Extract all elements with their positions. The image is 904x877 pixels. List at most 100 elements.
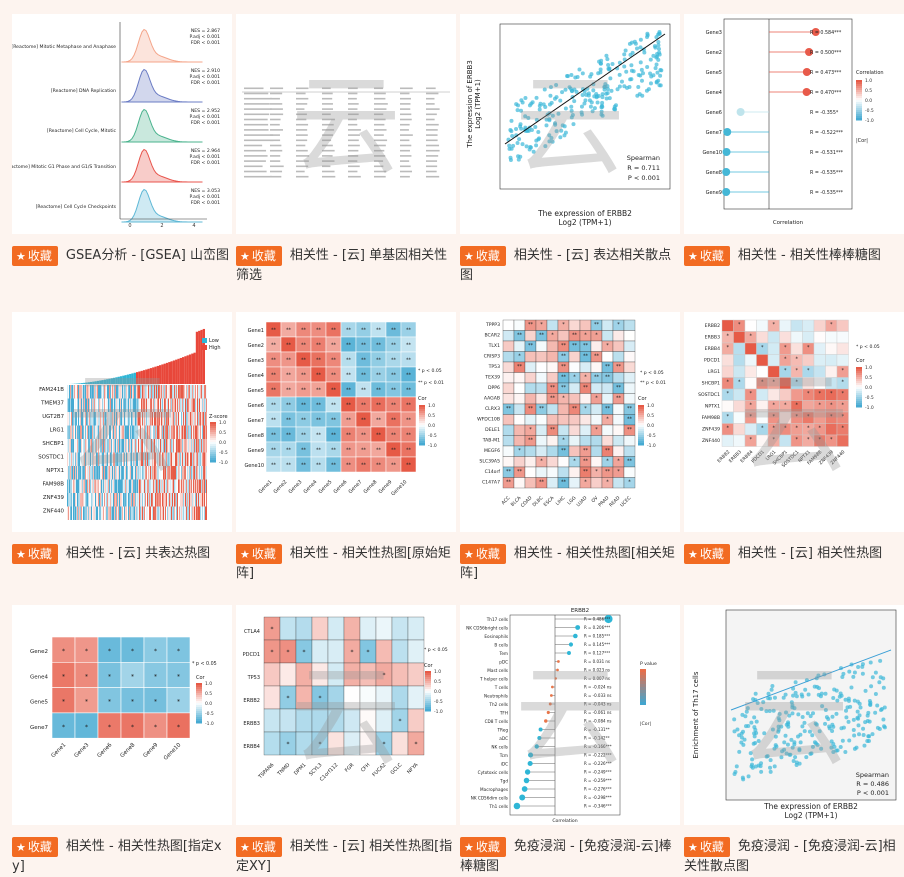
card-title[interactable]: 相关性 - [云] 相关性热图[指定XY] [236,839,453,874]
scatter-point [867,698,872,703]
sig-mark: * [807,345,810,351]
heat-cell [93,466,94,480]
heat-cell [74,506,75,520]
sig-mark: ** [406,328,412,334]
favorite-button[interactable]: ★ 收藏 [684,246,730,266]
xy-heatmap-cloud-thumbnail[interactable]: CTLA4 * PDCD1 * * * * * TP53 * ERBB2 * * ERBB3 * ERBB4 *… [236,605,456,825]
scatter-point [771,708,776,713]
heat-cell [502,445,515,457]
heat-cell [146,452,147,466]
heat-cell [187,479,188,493]
heat-cell [166,479,167,493]
heat-cell [76,452,77,466]
sig-mark: ** [271,373,277,379]
sig-mark: * [518,354,521,360]
triangle-heatmap-thumbnail[interactable]: * * * * * * * * * * * * * * * * * * * * * * * * * * * * * * * * * * * * * * * *… [684,312,904,532]
favorite-button[interactable]: ★ 收藏 [236,246,282,266]
card-title[interactable]: 相关性 - 相关性棒棒糖图 [737,248,881,263]
heat-cell [174,452,175,466]
card-title[interactable]: 相关性 - [云] 共表达热图 [65,546,211,561]
heat-cell [163,439,164,453]
favorite-button[interactable]: ★ 收藏 [460,837,506,857]
heat-cell [173,506,174,520]
heat-cell [114,452,115,466]
correlation-heatmap-thumbnail[interactable]: ** ** ** ** ** ** ** ** ** ** ** ** ** ** ** ** ** ** ** **… [236,312,456,532]
heat-cell [73,493,74,507]
heat-cell [186,466,187,480]
scatter-thumbnail[interactable]: 云 The expression of ERBB3 Log2 (TPM+1) The … [460,14,680,234]
heat-cell [75,398,76,412]
card-title[interactable]: 相关性 - 相关性热图[原始矩阵] [236,546,451,581]
heat-cell [790,342,803,355]
heat-cell [82,452,83,466]
heat-cell [165,479,166,493]
scatter-point [612,106,617,111]
heat-cell [181,466,182,480]
heat-cell [89,425,90,439]
sig-mark: ** [346,463,352,469]
immune-lollipop-thumbnail[interactable]: ERBB2 Th17 cells R = 0.486*** NK CD56bright… [460,605,680,825]
favorite-button[interactable]: ★ 收藏 [236,544,282,564]
table-cell [374,118,386,121]
heat-cell [612,424,625,436]
heat-cell [196,493,197,507]
table-cell [348,149,359,152]
scatter-point [806,692,811,697]
heat-cell [117,506,118,520]
heat-cell [200,439,201,453]
heat-cell [168,493,169,507]
favorite-button[interactable]: ★ 收藏 [12,544,58,564]
heat-cell [93,452,94,466]
heat-cell [179,385,180,399]
card-title[interactable]: 免疫浸润 - [免疫浸润-云]棒棒糖图 [460,839,672,874]
heat-cell [104,479,105,493]
favorite-button[interactable]: ★ 收藏 [460,246,506,266]
card-title[interactable]: 相关性 - [云] 单基因相关性筛选 [236,248,448,283]
favorite-button[interactable]: ★ 收藏 [12,837,58,857]
sig-mark: ** [286,403,292,409]
scatter-point [648,71,653,76]
card-title[interactable]: 相关性 - 相关性热图[指定xy] [12,839,222,874]
gsea-ridge-thumbnail[interactable]: [Reactome] Mitotic Metaphase and Anaphas… [12,14,232,234]
scatter-point [852,746,857,751]
heat-cell [206,479,207,493]
table-cell [244,175,272,178]
card-title[interactable]: GSEA分析 - [GSEA] 山峦图 [65,248,229,263]
favorite-button[interactable]: ★ 收藏 [12,246,58,266]
watermark: 云 [67,360,177,488]
immune-scatter-thumbnail[interactable]: 云 Enrichment of Th17 cells The expression … [684,605,904,825]
table-cell [296,92,306,95]
heat-cell [125,452,126,466]
scatter-point [598,61,603,66]
xy-heatmap-thumbnail[interactable]: Gene2 * * * * * * Gene4 * * * * * * Gene5 * * * * * * Gene7 * *… [12,605,232,825]
favorite-button[interactable]: ★ 收藏 [684,837,730,857]
card-title[interactable]: 相关性 - [云] 表达相关散点图 [460,248,672,283]
table-thumbnail[interactable]: 云 [236,14,456,234]
heat-cell [145,466,146,480]
heat-cell [192,385,193,399]
correlation-matrix-thumbnail[interactable]: TPPP3 ** * * ** * BCAR2 ** ** * ** * * TLX1 ** ** ** ** * C… [460,312,680,532]
coexpression-heatmap-thumbnail[interactable]: FAM241B TMEM37 UGT2B7 LRG1 SHCBP1 SOSTDC1 NPTX… [12,312,232,532]
card-title[interactable]: 相关性 - [云] 相关性热图 [737,546,883,561]
sig-mark: * [606,480,609,486]
heat-cell [71,412,72,426]
favorite-button[interactable]: ★ 收藏 [684,544,730,564]
heat-cell [128,479,129,493]
heat-cell [153,506,154,520]
row-label: ERBB3 [705,335,720,341]
favorite-button[interactable]: ★ 收藏 [236,837,282,857]
ridge-curve [121,148,202,183]
card-title[interactable]: 免疫浸润 - [免疫浸润-云]相关性散点图 [684,839,896,874]
heat-cell [132,385,133,399]
lollipop-thumbnail[interactable]: Gene3 R = 0.584*** Gene2 R = 0.500*** Gene5 R… [684,14,904,234]
card-title[interactable]: 相关性 - 相关性热图[相关矩阵] [460,546,675,581]
heat-cell [132,479,133,493]
heat-cell [139,479,140,493]
sig-mark: * [595,333,598,339]
favorite-button[interactable]: ★ 收藏 [460,544,506,564]
scatter-point [785,742,790,747]
scatter-point [507,143,512,148]
favorite-label: 收藏 [27,249,52,263]
heat-cell [168,439,169,453]
heat-cell [110,506,111,520]
